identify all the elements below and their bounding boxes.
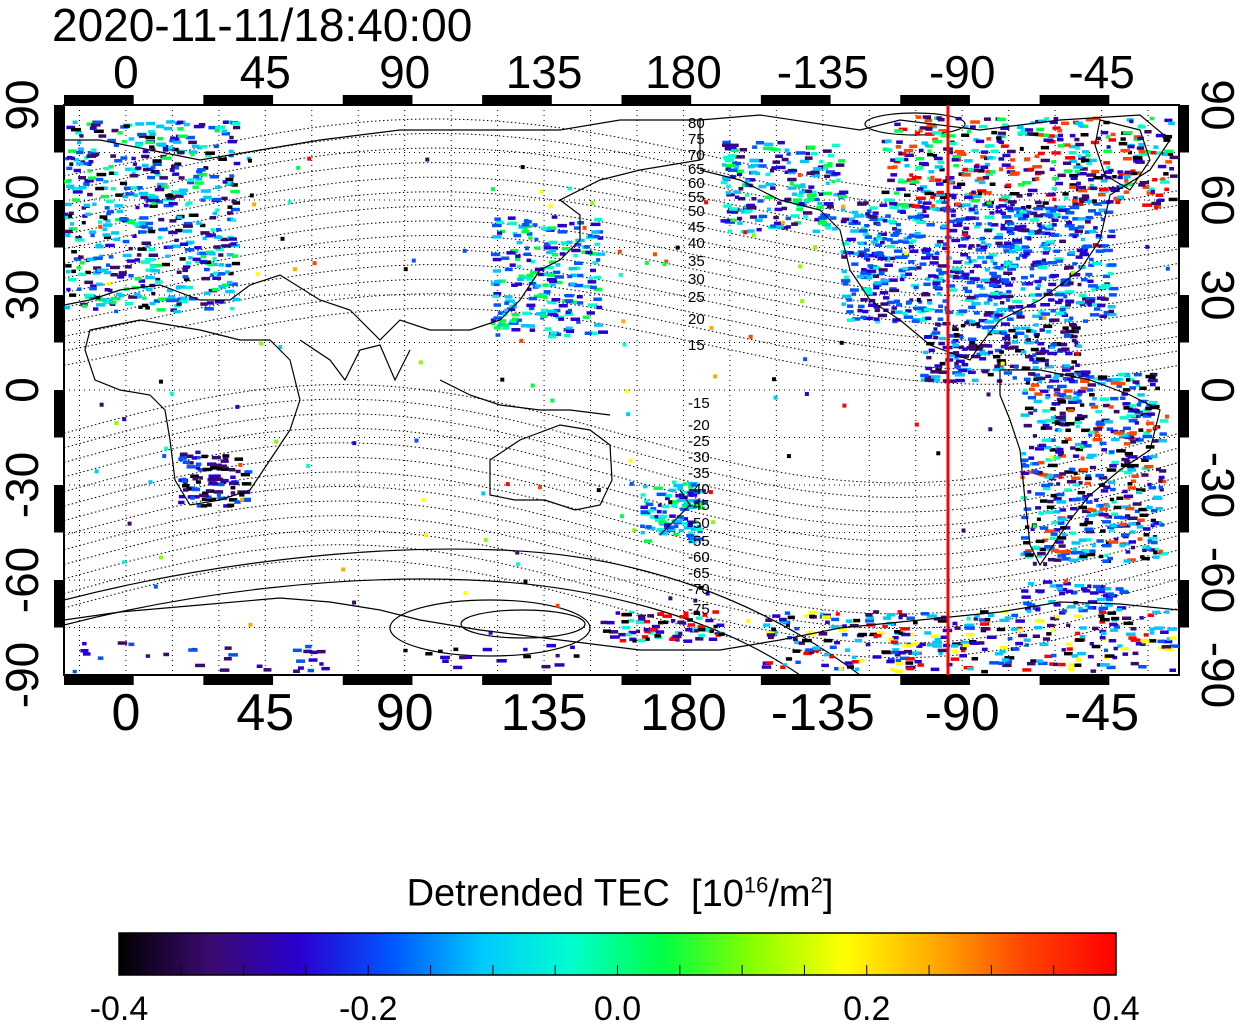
longitude-labels-bottom: 0 45 90 135 180 -135 -90 -45 (111, 684, 1139, 742)
contour-label: 35 (688, 253, 705, 270)
contour-label: 70 (688, 147, 705, 164)
contour-label: 15 (688, 337, 705, 354)
lon-label-bottom: -90 (925, 684, 1000, 742)
lon-label-bottom: 0 (111, 684, 140, 742)
coastlines (64, 114, 1179, 651)
contour-label: -55 (688, 533, 710, 550)
contour-label: 45 (688, 219, 705, 236)
colorbar-tick-label: -0.4 (90, 990, 149, 1024)
colorbar-tick-label: 0.2 (843, 990, 890, 1024)
lon-label-top: 135 (506, 46, 583, 98)
lon-label-bottom: 180 (640, 684, 727, 742)
contour-label: 80 (688, 115, 705, 132)
lat-label-right: 90 (1192, 79, 1240, 130)
timestamp-title: 2020-11-11/18:40:00 (52, 0, 473, 51)
contour-label: -65 (688, 565, 710, 582)
lat-label-right: -30 (1192, 452, 1240, 518)
latitude-labels-left: 90 60 30 0 -30 -60 -90 (0, 79, 48, 708)
contour-label: -70 (688, 581, 710, 598)
colorbar-ticks: -0.4 -0.2 0.0 0.2 0.4 (90, 965, 1140, 1024)
contour-label: 60 (688, 175, 705, 192)
lat-label-left: 90 (0, 79, 48, 130)
latitude-labels-right: 90 60 30 0 -30 -60 -90 (1192, 79, 1240, 708)
contour-label: -30 (688, 449, 710, 466)
lon-label-bottom: -135 (771, 684, 875, 742)
lat-label-right: 0 (1192, 377, 1240, 403)
lat-label-right: 60 (1192, 174, 1240, 225)
lat-label-right: -90 (1192, 642, 1240, 708)
lat-label-left: -90 (0, 642, 48, 708)
contour-label: 20 (688, 311, 705, 328)
tec-data-cells (64, 115, 1179, 674)
lon-label-top: -90 (929, 46, 995, 98)
lat-label-left: 0 (0, 377, 48, 403)
lon-label-top: -135 (777, 46, 869, 98)
lon-label-bottom: 90 (376, 684, 434, 742)
lat-label-left: -30 (0, 452, 48, 518)
lon-label-bottom: 45 (236, 684, 294, 742)
colorbar-unit: [1016/m2] (691, 872, 834, 915)
contour-label: 30 (688, 271, 705, 288)
colorbar-tick-label: 0.0 (594, 990, 641, 1024)
contour-label: 65 (688, 161, 705, 178)
contour-label: -20 (688, 417, 710, 434)
lon-label-bottom: 135 (501, 684, 588, 742)
contour-label: 75 (688, 131, 705, 148)
colorbar-tick-label: -0.2 (339, 990, 398, 1024)
lon-label-top: 45 (240, 46, 291, 98)
lon-label-top: 180 (645, 46, 722, 98)
axis-bands (54, 95, 1189, 685)
contour-label: -25 (688, 433, 710, 450)
lat-label-right: -60 (1192, 547, 1240, 613)
contour-label: 50 (688, 203, 705, 220)
lat-label-left: 30 (0, 269, 48, 320)
contour-label: -50 (688, 515, 710, 532)
lon-label-top: -45 (1068, 46, 1134, 98)
lon-label-top: 0 (113, 46, 139, 98)
contour-label: -40 (688, 481, 710, 498)
contour-label: -60 (688, 549, 710, 566)
lon-label-top: 90 (379, 46, 430, 98)
lat-label-left: -60 (0, 547, 48, 613)
contour-label: 25 (688, 289, 705, 306)
colorbar-label: Detrended TEC (406, 872, 670, 915)
contour-label: -45 (688, 497, 710, 514)
contour-label: -75 (688, 601, 710, 618)
longitude-labels-top: 0 45 90 135 180 -135 -90 -45 (113, 46, 1135, 98)
contour-label: -15 (688, 395, 710, 412)
lat-label-left: 60 (0, 174, 48, 225)
map-content (64, 105, 1179, 675)
contour-label: 40 (688, 235, 705, 252)
contour-label: 55 (688, 189, 705, 206)
lon-label-bottom: -45 (1064, 684, 1139, 742)
colorbar-tick-label: 0.4 (1092, 990, 1139, 1024)
lat-label-right: 30 (1192, 269, 1240, 320)
contour-label: -35 (688, 465, 710, 482)
colorbar-title: Detrended TEC [1016/m2] (0, 872, 1240, 916)
